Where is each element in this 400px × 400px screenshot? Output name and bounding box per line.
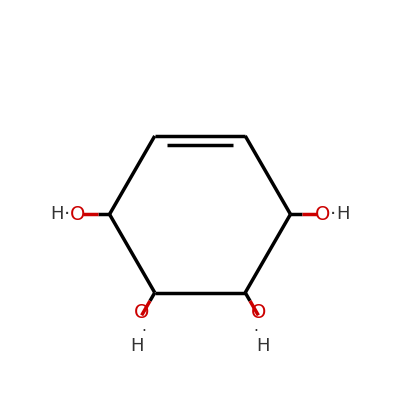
Text: ·: · — [142, 324, 146, 340]
Text: ·: · — [254, 324, 258, 340]
Text: O: O — [315, 205, 330, 224]
Text: H: H — [336, 205, 350, 223]
Text: O: O — [134, 304, 149, 322]
Text: H: H — [50, 205, 64, 223]
Text: ·: · — [64, 205, 70, 224]
Text: H: H — [256, 337, 270, 355]
Text: H: H — [130, 337, 144, 355]
Text: O: O — [251, 304, 266, 322]
Text: ·: · — [330, 205, 336, 224]
Text: O: O — [70, 205, 85, 224]
